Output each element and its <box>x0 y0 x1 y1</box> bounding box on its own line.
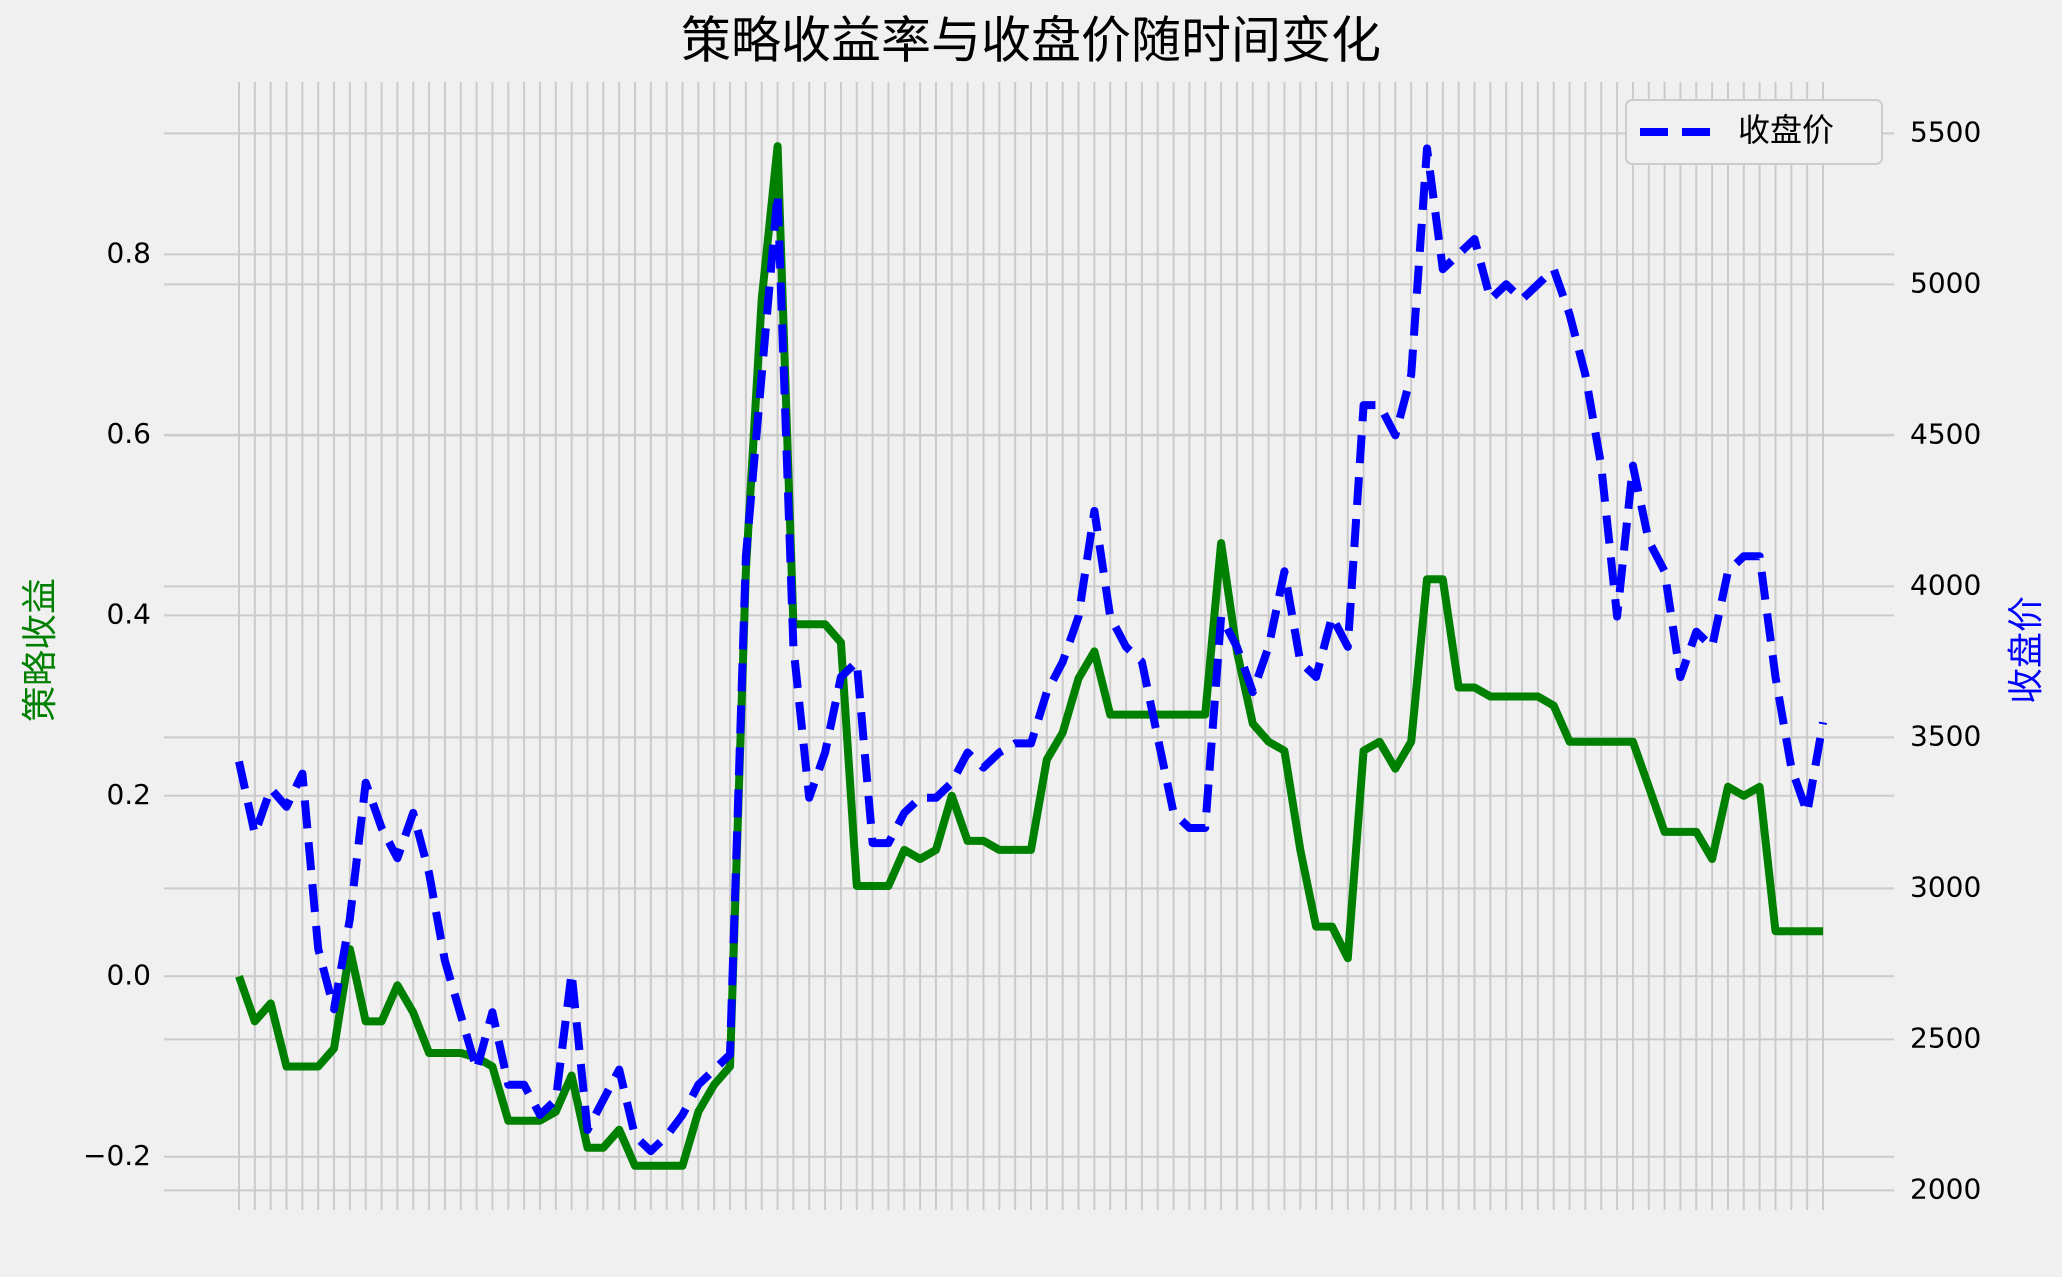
y-tick-label: −0.2 <box>83 1139 151 1172</box>
y-axis-label: 策略收益 <box>20 578 61 722</box>
y2-tick-label: 2500 <box>1910 1021 1981 1054</box>
y-tick-label: 0.0 <box>106 958 151 991</box>
y2-tick-label: 5500 <box>1910 115 1981 148</box>
y2-tick-label: 3500 <box>1910 719 1981 752</box>
legend: 收盘价 <box>1625 99 1883 165</box>
y2-axis-label: 收盘价 <box>2006 596 2047 704</box>
legend-label: 收盘价 <box>1738 111 1834 149</box>
y2-tick-label: 5000 <box>1910 266 1981 299</box>
y2-tick-label: 2000 <box>1910 1172 1981 1205</box>
line-series <box>235 142 1823 1170</box>
chart-title: 策略收益率与收盘价随时间变化 <box>681 12 1381 70</box>
y2-tick-label: 4500 <box>1910 417 1981 450</box>
line-series <box>235 144 1827 1156</box>
y2-tick-label: 4000 <box>1910 568 1981 601</box>
y2-tick-label: 3000 <box>1910 870 1981 903</box>
marks <box>235 142 1827 1170</box>
legend-box <box>1625 99 1883 165</box>
y-tick-label: 0.6 <box>106 417 151 450</box>
y-tick-label: 0.8 <box>106 236 151 269</box>
y-tick-label: 0.4 <box>106 597 151 630</box>
y-tick-label: 0.2 <box>106 778 151 811</box>
